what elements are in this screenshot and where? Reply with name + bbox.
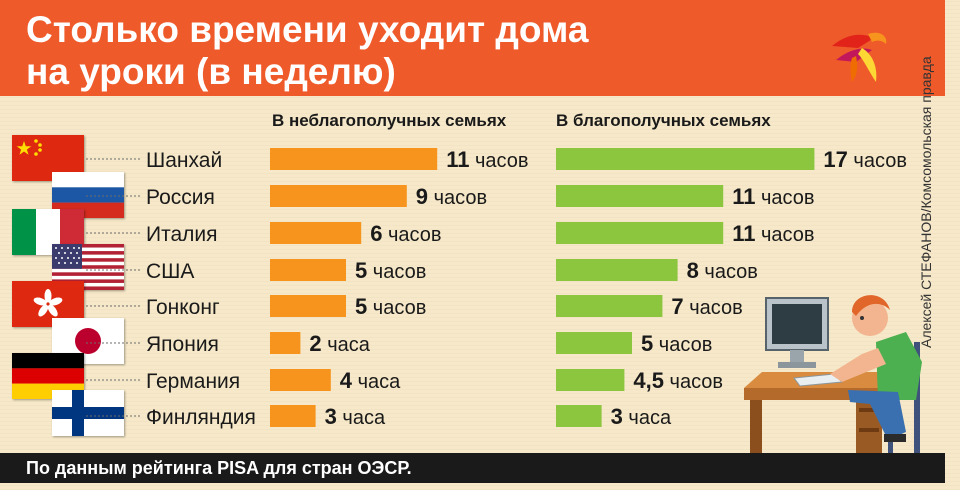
bar-disadvantaged [270,148,438,170]
bar-advantaged [556,222,724,244]
bar-advantaged [556,369,625,391]
title-banner: Столько времени уходит дома на уроки (в … [0,0,945,96]
bar-disadvantaged [270,222,362,244]
value-label: 17 часов [823,147,907,172]
value-label: 3 часа [611,404,672,429]
country-label: США [146,260,194,283]
value-label: 9 часов [416,184,487,209]
bar-advantaged [556,259,678,281]
country-label: Япония [146,333,219,356]
bar-disadvantaged [270,405,316,427]
country-label: Гонконг [146,296,220,319]
bar-disadvantaged [270,295,346,317]
value-label: 5 часов [355,258,426,283]
value-label: 2 часа [309,331,370,356]
bar-disadvantaged [270,332,301,354]
value-label: 6 часов [370,221,441,246]
country-label: Италия [146,223,218,246]
title-line-1: Столько времени уходит дома [26,9,589,50]
bar-advantaged [556,332,632,354]
usa-flag-icon [52,244,124,290]
country-label: Финляндия [146,406,256,429]
author-credit: Алексей СТЕФАНОВ/Комсомольская правда [918,56,934,348]
bar-advantaged [556,148,815,170]
country-label: Россия [146,186,215,209]
value-label: 8 часов [687,258,758,283]
value-label: 11 часов [446,147,528,172]
column-header-advantaged: В благополучных семьях [556,111,771,130]
student-at-computer-illustration [744,295,922,464]
value-label: 4,5 часов [633,368,723,393]
bar-disadvantaged [270,185,407,207]
value-label: 5 часов [641,331,712,356]
source-note: По данным рейтинга PISA для стран ОЭСР. [26,458,412,478]
value-label: 11 часов [732,221,814,246]
title-line-2: на уроки (в неделю) [26,51,396,92]
value-label: 7 часов [671,294,742,319]
column-header-disadvantaged: В неблагополучных семьях [272,111,507,130]
value-label: 11 часов [732,184,814,209]
bar-disadvantaged [270,369,331,391]
country-label: Германия [146,370,240,393]
country-label: Шанхай [146,149,222,172]
value-label: 5 часов [355,294,426,319]
value-label: 3 часа [325,404,386,429]
bar-advantaged [556,295,663,317]
bar-advantaged [556,185,724,207]
kp-bird-logo-icon [832,32,887,82]
bar-advantaged [556,405,602,427]
source-footer: По данным рейтинга PISA для стран ОЭСР. [0,453,945,483]
bar-disadvantaged [270,259,346,281]
value-label: 4 часа [340,368,401,393]
